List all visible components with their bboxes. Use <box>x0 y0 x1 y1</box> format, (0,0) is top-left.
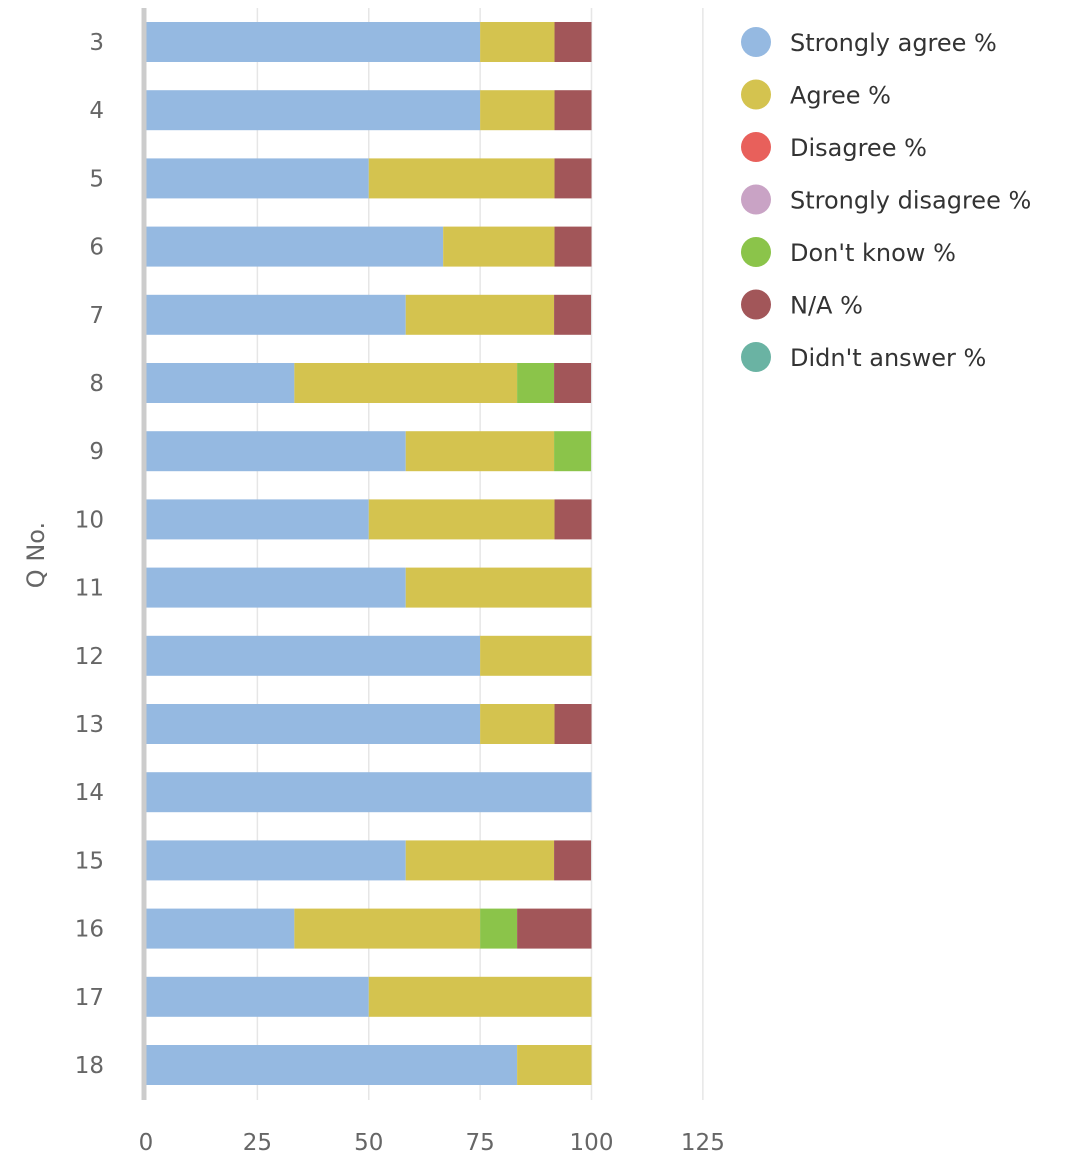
legend-label[interactable]: Don't know % <box>790 239 956 267</box>
bar-segment <box>554 158 592 199</box>
y-tick-label: 4 <box>89 98 104 124</box>
bar-segment <box>405 840 555 881</box>
bar-segment <box>554 294 592 335</box>
axis-layer: 0 25 50 75 100 125 3 4 5 6 7 8 9 10 11 12 13 14 15 16 17 18 <box>75 8 725 1156</box>
bar-segment <box>146 908 295 949</box>
x-tick-label: 0 <box>139 1130 154 1156</box>
y-tick-label: 15 <box>75 848 104 874</box>
y-tick-label: 9 <box>89 439 104 465</box>
bar-segment <box>405 567 592 608</box>
bar-segment <box>517 1045 592 1085</box>
legend-marker <box>741 132 771 162</box>
bar-layer <box>146 22 592 1085</box>
y-tick-label: 14 <box>75 780 104 806</box>
y-tick-label: 7 <box>89 303 104 329</box>
bar-segment <box>517 908 592 949</box>
y-tick-label: 16 <box>75 917 104 943</box>
bar-segment <box>146 226 444 267</box>
bar-segment <box>480 635 592 676</box>
bar-segment <box>294 908 481 949</box>
bar-segment <box>146 976 369 1017</box>
y-tick-label: 17 <box>75 985 104 1011</box>
y-tick-label: 12 <box>75 644 104 670</box>
bar-segment <box>554 704 592 744</box>
bar-segment <box>146 431 406 472</box>
bar-segment <box>443 226 555 267</box>
bar-segment <box>554 363 592 403</box>
bar-segment <box>146 1045 518 1085</box>
bar-segment <box>554 431 592 472</box>
bar-segment <box>294 363 518 403</box>
legend-label[interactable]: N/A % <box>790 292 863 320</box>
legend-marker <box>741 27 771 57</box>
y-tick-label: 3 <box>89 30 104 56</box>
bar-segment <box>480 90 555 131</box>
legend-marker <box>741 289 771 320</box>
bar-segment <box>146 635 481 676</box>
y-tick-label: 11 <box>75 576 104 602</box>
legend-marker <box>741 237 771 267</box>
legend: Strongly agree % Agree % Disagree % Strongl… <box>741 27 1031 372</box>
bar-segment <box>480 908 518 949</box>
legend-label[interactable]: Didn't answer % <box>790 344 986 372</box>
bar-segment <box>554 22 592 62</box>
x-tick-label: 50 <box>354 1130 383 1156</box>
legend-label[interactable]: Agree % <box>790 82 891 110</box>
x-tick-label: 75 <box>465 1130 494 1156</box>
bar-segment <box>146 158 369 199</box>
y-axis-title: Q No. <box>22 522 50 588</box>
x-tick-label: 25 <box>243 1130 272 1156</box>
legend-marker <box>741 342 771 372</box>
bar-segment <box>146 90 481 131</box>
bar-segment <box>480 704 555 744</box>
bar-segment <box>480 22 555 62</box>
bar-segment <box>146 567 406 608</box>
x-tick-label: 125 <box>681 1130 725 1156</box>
bar-segment <box>554 499 592 540</box>
bar-segment <box>146 840 406 881</box>
bar-segment <box>146 363 295 403</box>
y-tick-label: 18 <box>75 1053 104 1079</box>
legend-label[interactable]: Strongly disagree % <box>790 187 1031 215</box>
bar-segment <box>554 226 592 267</box>
y-tick-label: 13 <box>75 712 104 738</box>
legend-marker <box>741 79 771 110</box>
bar-segment <box>146 704 481 744</box>
bar-segment <box>405 431 555 472</box>
x-tick-label: 100 <box>570 1130 614 1156</box>
y-tick-label: 8 <box>89 371 104 397</box>
bar-segment <box>146 22 481 62</box>
y-tick-label: 10 <box>75 507 104 533</box>
bar-segment <box>368 976 592 1017</box>
y-tick-label: 6 <box>89 235 104 261</box>
bar-segment <box>517 363 555 403</box>
bar-segment <box>554 840 592 881</box>
bar-segment <box>368 499 555 540</box>
bar-segment <box>554 90 592 131</box>
bar-segment <box>146 499 369 540</box>
legend-label[interactable]: Strongly agree % <box>790 29 997 57</box>
bar-segment <box>146 772 592 813</box>
bar-segment <box>405 294 555 335</box>
legend-marker <box>741 184 771 215</box>
y-tick-label: 5 <box>89 166 104 192</box>
legend-label[interactable]: Disagree % <box>790 134 927 162</box>
bar-segment <box>368 158 555 199</box>
bar-segment <box>146 294 406 335</box>
